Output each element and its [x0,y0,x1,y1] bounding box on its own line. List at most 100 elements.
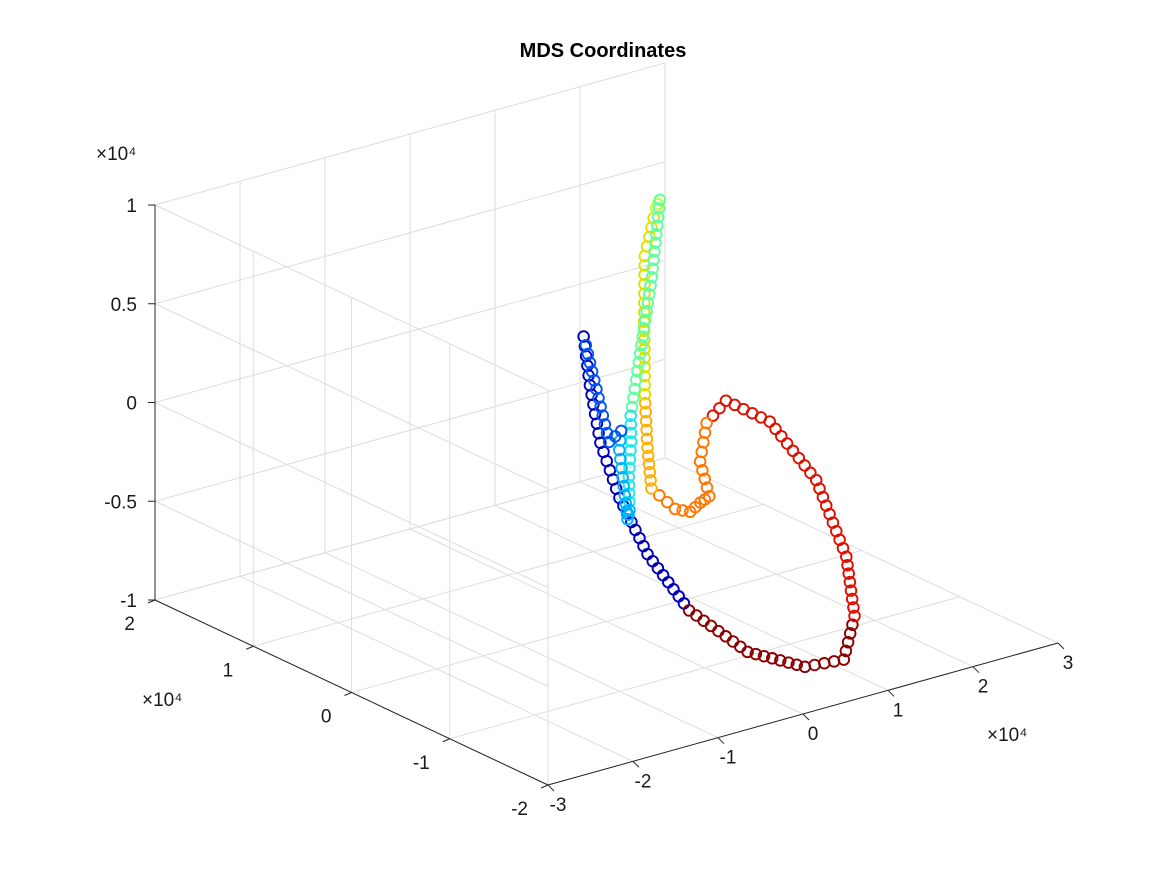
scatter-point [808,658,821,672]
x-tick-label: 0 [808,724,819,745]
x-tick-label: -2 [635,771,652,792]
scatter-point [622,470,636,484]
scatter-point [585,365,599,378]
grid-line-leftwall-z [154,500,549,687]
scatter-point [700,481,714,494]
scatter-point [653,193,667,207]
scatter-point [660,495,674,509]
scatter-point [614,452,627,466]
scatter-point [598,418,612,431]
y-tick-mark [344,692,352,696]
x-tick-mark [802,713,810,721]
scatter-point [844,584,858,597]
x-tick-label: 3 [1063,653,1074,674]
grid-line-backwall-z [154,260,666,403]
scatter-point [650,219,664,232]
scatter-point [704,619,718,633]
scatter-point [843,575,857,589]
scatter-point [638,259,651,272]
scatter-point [645,482,658,495]
scatter-point [706,409,720,422]
scatter-point [622,478,636,492]
scatter-point [734,640,747,653]
scatter-point [642,457,656,471]
scatter-point [646,262,659,275]
scatter-point [693,455,707,468]
scatter-point [637,321,651,335]
scatter-point [596,409,610,422]
scatter-point [798,459,811,472]
y-tick-mark [442,738,450,743]
z-tick-label: 0 [126,394,137,415]
scatter-point [619,497,632,510]
x-tick-mark [1057,642,1065,650]
scatter-point [639,313,652,326]
scatter-point [641,296,655,309]
scatter-point [719,394,733,407]
scatter-point [615,461,628,475]
scatter-point [713,401,726,415]
scatter-point [623,452,637,466]
scatter-point [648,245,661,258]
scatter-point [774,654,787,667]
scatter-point [719,630,732,643]
x-tick-mark [887,689,895,697]
x-tick-mark [547,784,555,792]
scatter-point [652,202,666,215]
scatter-point [845,592,859,606]
scatter-point [579,338,593,352]
scatter-point [594,400,607,414]
scatter-point [782,656,795,669]
scatter-point [676,504,689,517]
z-axis-exponent-label: ×10⁴ [96,144,136,165]
scatter-point [624,418,638,431]
scatter-point [726,635,740,648]
scatter-point [839,644,853,658]
scatter-point [698,472,711,486]
scatter-point [792,451,806,465]
scatter-point [790,658,803,671]
x-tick-mark [717,737,725,745]
scatter-point [590,382,603,396]
scatter-point [843,627,857,640]
scatter-point [639,414,653,428]
scatter-point [638,277,651,291]
scatter-point [649,236,662,250]
x-tick-label: -3 [550,795,567,816]
z-tick-label: 1 [126,196,137,217]
scatter-point [627,391,640,405]
scatter-point [741,645,754,659]
scatter-point [631,364,644,378]
grid-line-floor-y [253,503,764,647]
x-tick-label: -1 [720,748,737,769]
scatter-point [640,423,653,437]
scatter-point [641,449,655,463]
scatter-point [618,489,632,502]
y-tick-label: 1 [223,660,234,681]
scatter-point [643,465,657,479]
grid-line-floor-y [449,596,960,740]
scatter-point [623,461,636,475]
scatter-point [638,268,651,282]
scatter-point [653,489,666,502]
scatter-point [651,210,665,224]
scatter-point [804,466,817,480]
scatter-point [620,505,633,518]
scatter-point [650,227,663,241]
y-tick-mark [246,645,254,650]
scatter-point [647,253,660,267]
grid-line-backwall-z [154,62,666,206]
scatter-point [633,347,647,360]
scatter-point [639,405,652,419]
points-layer [577,193,861,674]
scatter-point [628,382,641,396]
scatter-point [583,356,597,370]
scatter-point [818,656,831,670]
scatter-point [847,601,860,614]
scatter-point [841,635,855,649]
x-axis-exponent-label: ×10⁴ [987,725,1027,746]
scatter-point [581,347,595,361]
